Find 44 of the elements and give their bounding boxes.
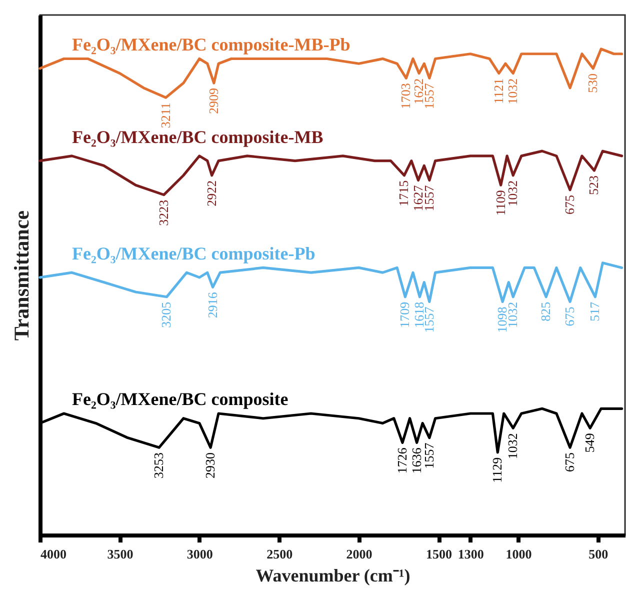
annotation: 675 <box>562 452 578 472</box>
x-axis-title: Wavenumber (cm⁻¹) <box>256 566 410 586</box>
x-tick-label: 3000 <box>186 546 213 562</box>
annotation: 1109 <box>492 190 508 216</box>
y-axis-title: Transmittance <box>10 210 34 341</box>
annotation: 1636 <box>408 447 424 474</box>
x-tick-label: 4000 <box>40 546 66 562</box>
annotation: 523 <box>586 176 602 196</box>
annotation: 1121 <box>490 78 506 104</box>
annotation: 1709 <box>397 302 412 328</box>
annotation: 1622 <box>411 78 426 104</box>
annotation: 549 <box>582 433 598 453</box>
annotation: 675 <box>562 194 578 214</box>
annotation: 3223 <box>156 200 171 226</box>
series-label: Fe₂O₃/MXene/BC composite-MB-Pb <box>72 34 350 54</box>
annotation: 1726 <box>394 447 410 474</box>
series-label: Fe₂O₃/MXene/BC composite <box>72 389 288 410</box>
annotation: 1715 <box>396 180 412 206</box>
series-label: Fe₂O₃/MXene/BC composite-MB <box>72 126 324 147</box>
x-tick-label: 2500 <box>266 546 293 562</box>
annotation: 675 <box>562 306 578 326</box>
annotation: 1703 <box>398 83 414 110</box>
annotation: 2909 <box>206 88 221 114</box>
annotation: 1129 <box>490 457 505 483</box>
x-tick-label: 500 <box>588 546 608 562</box>
x-tick-label: 1500 <box>426 546 452 562</box>
x-tick-label: 1000 <box>506 546 532 562</box>
annotation: 3205 <box>158 302 174 328</box>
x-tick-label: 1300 <box>458 546 484 562</box>
annotation: 2916 <box>204 292 220 318</box>
annotation: 1032 <box>505 78 520 104</box>
annotation: 3211 <box>158 102 173 128</box>
series-label: Fe₂O₃/MXene/BC composite-Pb <box>72 243 316 264</box>
annotation: 2922 <box>204 180 219 206</box>
annotation: 1032 <box>505 433 520 460</box>
annotation: 517 <box>587 301 602 322</box>
x-tick-label: 2000 <box>346 546 372 562</box>
annotation: 1032 <box>505 180 520 206</box>
x-tick-label: 3500 <box>107 546 134 562</box>
annotation: 825 <box>538 302 554 322</box>
annotation: 2930 <box>202 452 218 479</box>
annotation: 1557 <box>421 442 436 469</box>
annotation: 530 <box>585 73 600 93</box>
annotation: 3253 <box>151 452 166 479</box>
